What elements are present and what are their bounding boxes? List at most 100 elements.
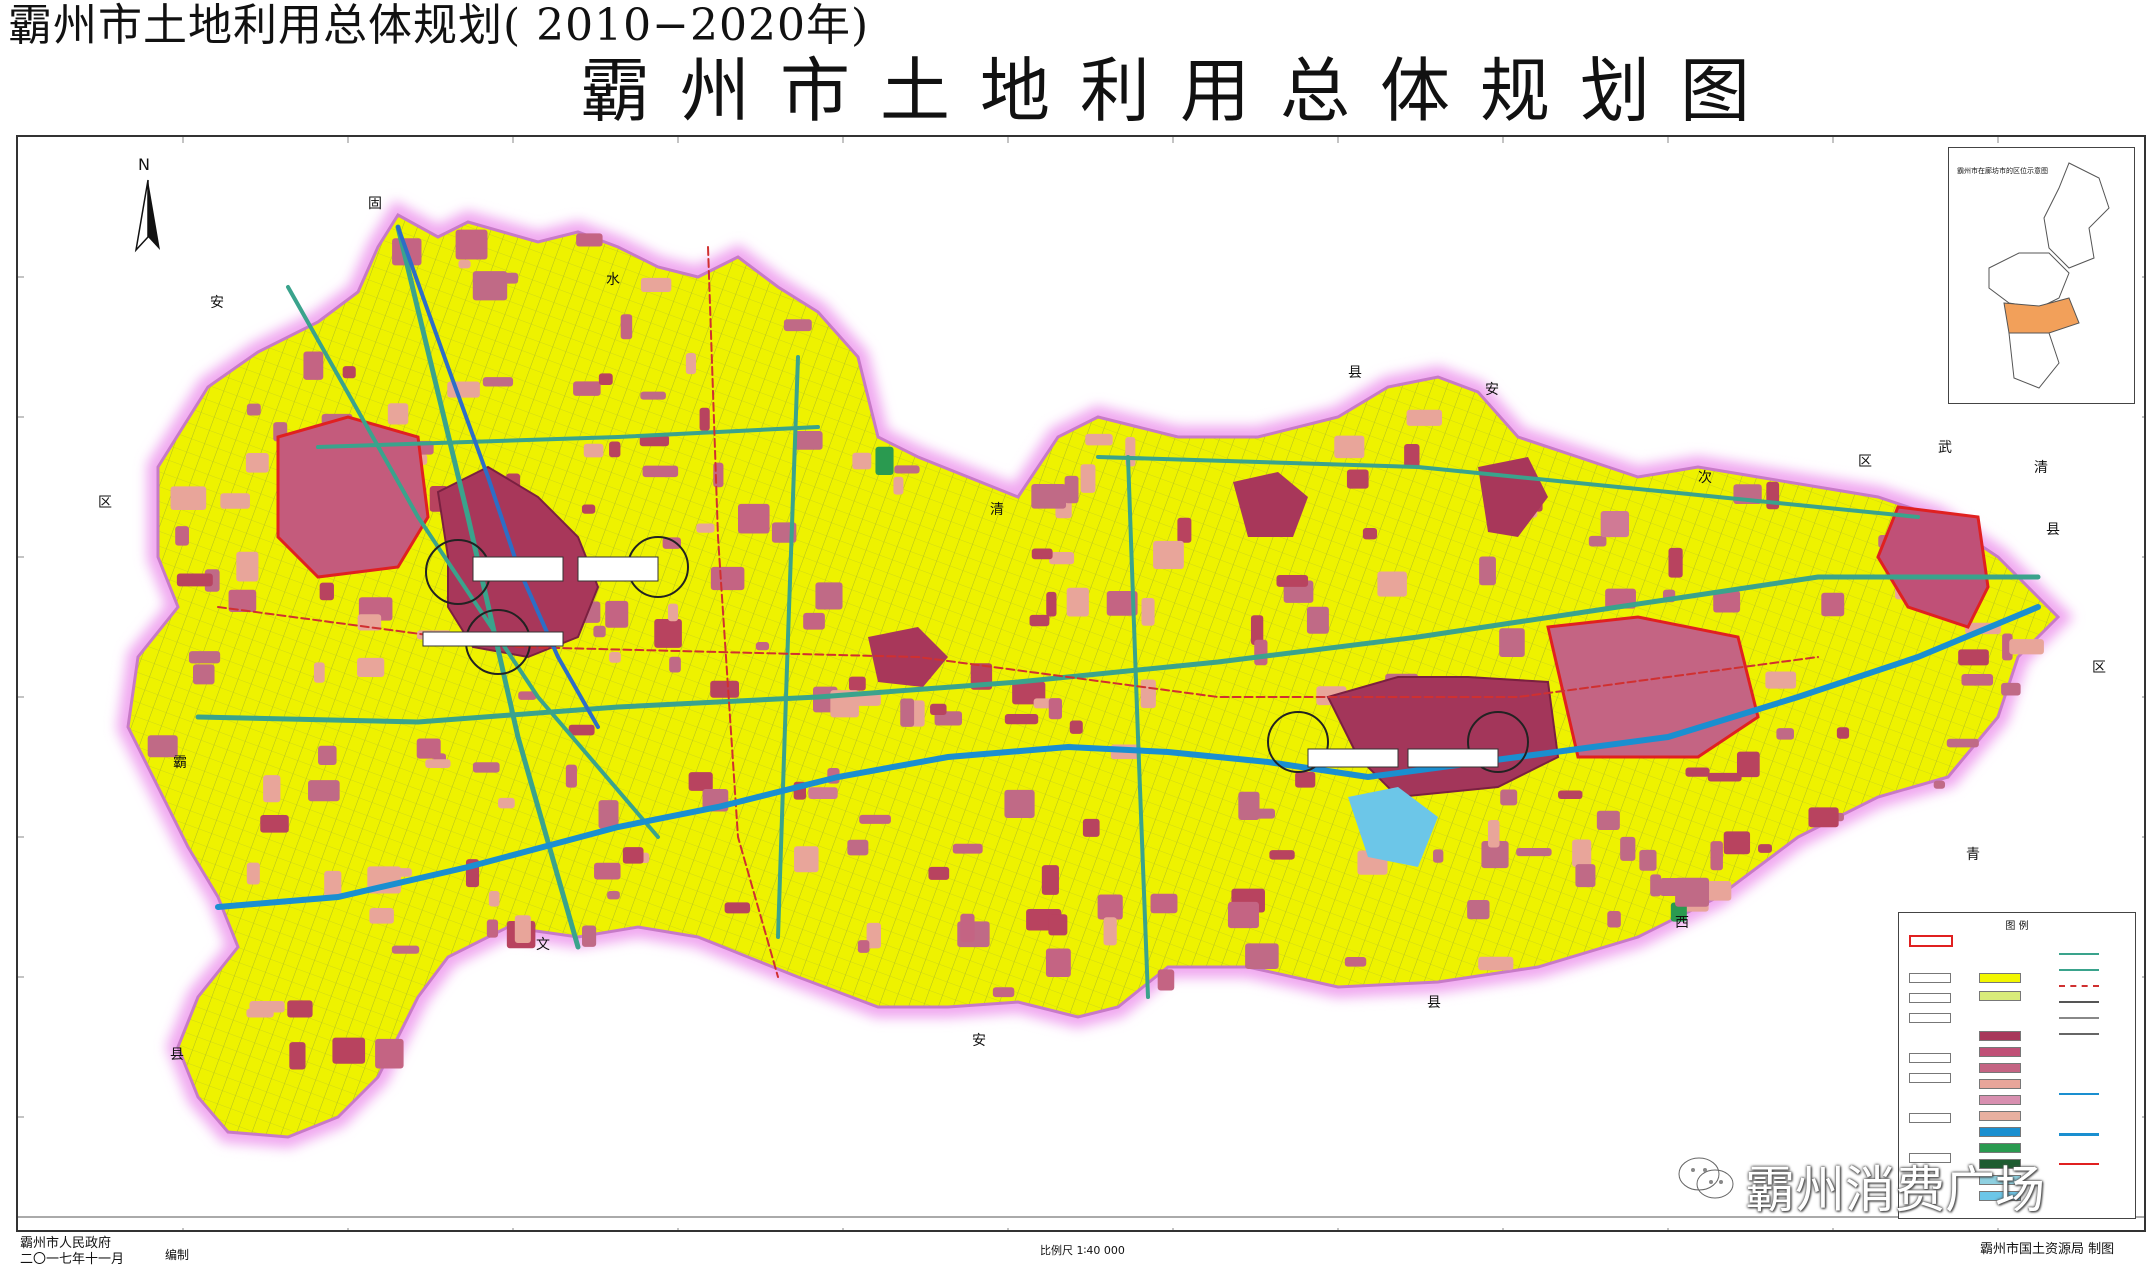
settlement-patch — [324, 870, 342, 900]
place-label: 固 — [368, 196, 382, 212]
watermark-label: 霸州消费广场 — [1745, 1161, 2045, 1219]
key-area-circle-5 — [1467, 711, 1529, 773]
settlement-patch — [815, 582, 843, 610]
place-label: 清 — [990, 502, 1004, 518]
settlement-patch — [1607, 911, 1621, 928]
issuer-name: 霸州市人民政府 — [20, 1236, 112, 1251]
issuer-suffix: 编制 — [165, 1248, 190, 1262]
settlement-patch — [1479, 556, 1496, 586]
settlement-patch — [147, 735, 178, 758]
settlement-patch — [1097, 894, 1123, 920]
road-ns-2 — [776, 355, 800, 939]
settlement-patch — [1575, 864, 1596, 888]
legend-swatch — [1979, 1095, 2021, 1105]
road-east-ew — [1096, 455, 1920, 519]
settlement-patch — [375, 1038, 404, 1069]
settlement-patch — [609, 441, 621, 458]
settlement-patch — [313, 662, 325, 683]
settlement-patch — [737, 503, 770, 534]
settlement-patch — [1362, 528, 1378, 540]
settlement-patch — [193, 664, 215, 685]
settlement-patch — [1238, 791, 1260, 821]
settlement-patch — [308, 780, 340, 802]
footer-producer: 霸州市国土资源局 制图 — [1980, 1242, 2115, 1257]
settlement-patch — [260, 814, 289, 833]
settlement-patch — [1668, 547, 1683, 578]
settlement-patch — [594, 862, 621, 880]
settlement-patch — [498, 797, 515, 809]
settlement-patch — [1707, 772, 1742, 782]
legend-swatch — [1979, 1191, 2021, 1201]
settlement-patch — [1620, 836, 1636, 861]
settlement-patch — [568, 724, 595, 736]
settlement-patch — [1377, 571, 1407, 597]
legend-swatch — [1979, 1047, 2021, 1057]
settlement-patch — [1048, 914, 1068, 936]
place-label: 区 — [98, 495, 112, 511]
settlement-patch — [1140, 679, 1156, 709]
settlement-patch — [1048, 698, 1062, 720]
settlement-patch — [710, 680, 739, 698]
settlement-patch — [455, 229, 488, 260]
settlement-patch — [1254, 639, 1268, 666]
settlement-patch — [1961, 674, 1994, 686]
legend-title: 图 例 — [2005, 921, 2029, 932]
river-zhonghe — [215, 604, 2041, 910]
settlement-patch — [1808, 807, 1839, 828]
place-label: 安 — [1485, 382, 1499, 398]
settlement-patch — [289, 1042, 306, 1070]
place-label: 西 — [1675, 915, 1689, 931]
settlement-patch — [1946, 738, 1979, 748]
inset-title: 霸州市在廊坊市的区位示意图 — [1957, 167, 2048, 175]
wechat-icon — [1677, 1156, 1735, 1200]
map-frame: 固 安 水 县 清 安 次 区 武 清 区 县 区 霸 文 安 县 县 西 青 … — [16, 135, 2146, 1232]
road-diagonal — [286, 285, 660, 839]
settlement-patch — [1516, 848, 1552, 857]
settlement-patch — [170, 486, 207, 510]
settlement-patch — [1157, 969, 1175, 991]
settlement-patch — [710, 566, 745, 591]
settlement-patch — [1334, 435, 1365, 459]
legend-line — [2059, 1133, 2099, 1136]
settlement-patch — [852, 452, 872, 470]
settlement-patch — [1710, 841, 1723, 871]
legend-swatch — [1909, 1153, 1951, 1163]
legend-swatch — [1909, 1113, 1951, 1123]
settlement-patch — [1404, 443, 1420, 468]
settlement-patch — [425, 759, 451, 769]
settlement-patch — [458, 259, 471, 269]
settlement-patch — [1031, 484, 1067, 509]
settlement-patch — [1245, 943, 1279, 970]
legend-swatch — [1979, 991, 2021, 1001]
settlement-patch — [1295, 771, 1316, 788]
legend-line — [2059, 1163, 2099, 1165]
settlement-patch — [342, 366, 356, 379]
settlement-patch — [2001, 682, 2021, 696]
settlement-patch — [1588, 535, 1607, 547]
settlement-patch — [848, 676, 866, 691]
legend-swatch — [1979, 1175, 2021, 1185]
place-label: 次 — [1698, 470, 1712, 486]
settlement-patch — [847, 839, 869, 856]
settlement-patch — [1082, 818, 1100, 837]
settlement-patch — [894, 465, 920, 474]
settlement-patch — [1103, 917, 1117, 946]
place-label: 文 — [536, 937, 550, 953]
settlement-patch — [1433, 849, 1444, 863]
settlement-patch — [1406, 409, 1443, 426]
legend-swatch — [1909, 1053, 1951, 1063]
settlement-patch — [369, 908, 394, 924]
settlement-patch — [246, 403, 261, 416]
settlement-patch — [1069, 720, 1083, 734]
settlement-patch — [1250, 615, 1264, 645]
settlement-patch — [1227, 901, 1259, 929]
settlement-patch — [2009, 639, 2044, 655]
place-label: 安 — [972, 1033, 986, 1049]
settlement-patch — [220, 493, 250, 509]
legend-line — [2059, 985, 2099, 987]
settlement-patch — [783, 319, 812, 332]
scale-text: 比例尺 1∶40 000 — [1040, 1244, 1125, 1257]
settlement-patch — [688, 772, 713, 791]
settlement-patch — [662, 537, 681, 549]
settlement-patch — [1080, 464, 1096, 493]
